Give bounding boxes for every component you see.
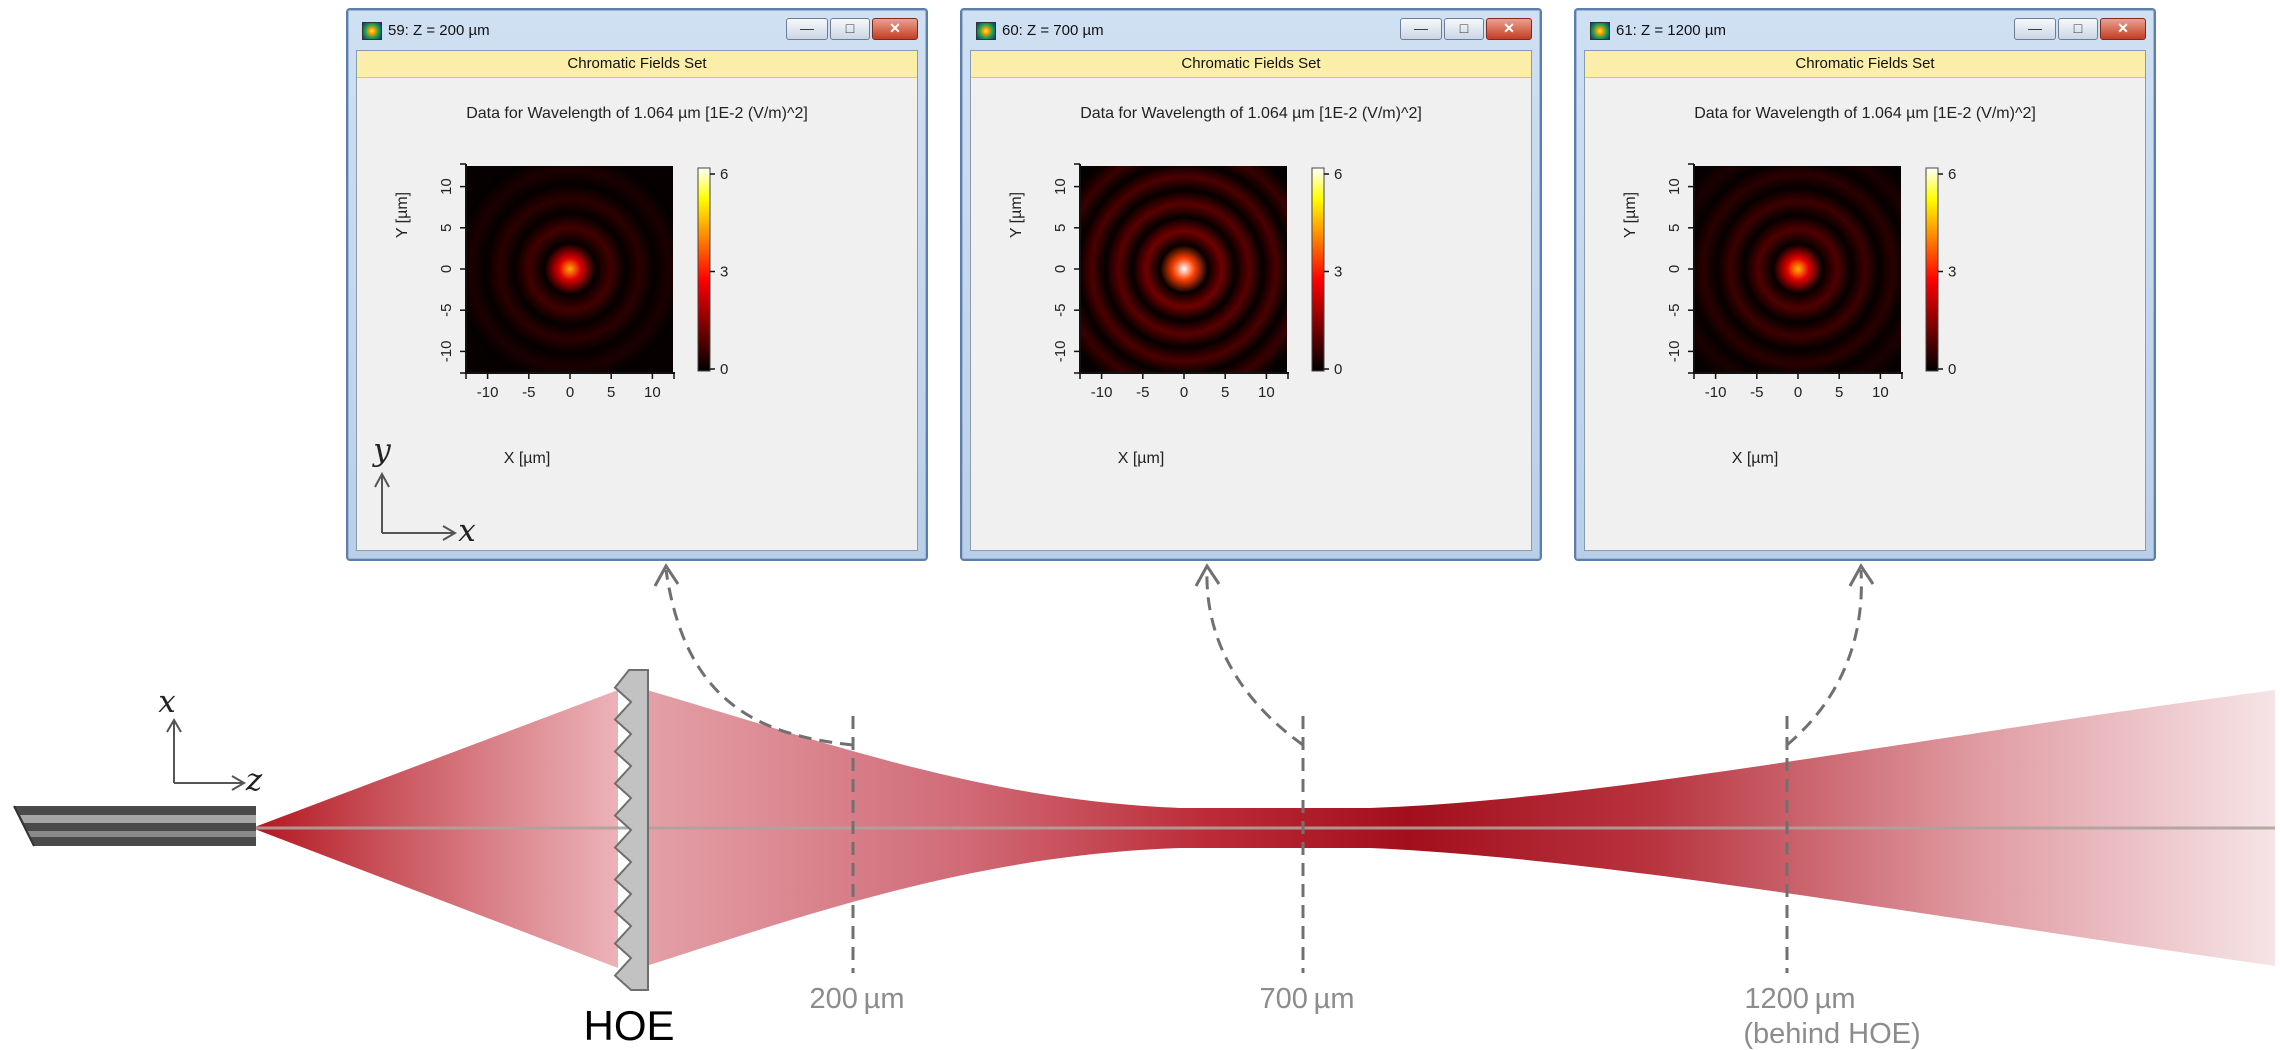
plane-sublabel-1200: (behind HOE) — [1743, 1018, 1920, 1050]
close-button[interactable]: ✕ — [2100, 18, 2146, 40]
colorbar-tick-label: 3 — [1334, 264, 1342, 281]
x-tick-label: 10 — [1258, 384, 1275, 401]
plane-label-1200: 1200 µm — [1744, 983, 1855, 1015]
window-title: 60: Z = 700 µm — [1002, 22, 1104, 39]
x-tick-label: 10 — [1872, 384, 1889, 401]
window-band-title: Chromatic Fields Set — [971, 51, 1531, 78]
colorbar-tick-label: 0 — [1334, 361, 1342, 378]
setup-coordinate-axes — [166, 718, 246, 791]
field-plot: -10 -5 0 5 10 -10 -5 0 5 10 0 3 6 X [µm] Y [µm] y x — [371, 163, 728, 549]
colorbar-tick-label: 6 — [1948, 166, 1956, 183]
x-tick-label: -10 — [1705, 384, 1727, 401]
close-button[interactable]: ✕ — [872, 18, 918, 40]
y-tick-label: 0 — [1052, 265, 1069, 273]
x-tick-label: 0 — [1794, 384, 1802, 401]
plot-caption: Data for Wavelength of 1.064 µm [1E-2 (V… — [1080, 105, 1422, 122]
window-content: Chromatic Fields Set Data for Wavelength… — [356, 50, 918, 551]
y-tick-label: -10 — [438, 341, 455, 363]
y-tick-label: 10 — [1666, 178, 1683, 195]
colorbar-tick-label: 3 — [720, 264, 728, 281]
x-tick-label: -10 — [477, 384, 499, 401]
colorbar-tick-label: 0 — [1948, 361, 1956, 378]
y-tick-label: -10 — [1052, 341, 1069, 363]
plot-caption: Data for Wavelength of 1.064 µm [1E-2 (V… — [1694, 105, 2036, 122]
colorbar — [1311, 167, 1325, 372]
optical-fiber — [13, 805, 256, 847]
setup-axis-z-label: z — [245, 762, 263, 798]
window-band-title: Chromatic Fields Set — [1585, 51, 2145, 78]
x-tick-label: 5 — [607, 384, 615, 401]
minimize-button[interactable]: — — [1400, 18, 1442, 40]
field-intensity-image — [467, 166, 673, 372]
window-app-icon — [362, 22, 382, 40]
y-tick-label: 0 — [1666, 265, 1683, 273]
y-tick-label: 5 — [438, 224, 455, 232]
x-tick-label: -5 — [522, 384, 535, 401]
y-tick-label: -10 — [1666, 341, 1683, 363]
plane-marker-200 — [653, 563, 855, 973]
window-content: Chromatic Fields Set Data for Wavelength… — [1584, 50, 2146, 551]
setup-axis-x-label: x — [158, 684, 176, 720]
plane-label-200: 200 µm — [809, 983, 904, 1015]
field-plot: -10 -5 0 5 10 -10 -5 0 5 10 0 3 6 X [µm] Y [µm] — [1008, 163, 1342, 467]
x-tick-label: 10 — [644, 384, 661, 401]
plane-label-700: 700 µm — [1259, 983, 1354, 1015]
window-title: 61: Z = 1200 µm — [1616, 22, 1726, 39]
window-app-icon — [1590, 22, 1610, 40]
maximize-button[interactable]: □ — [2058, 18, 2098, 40]
field-intensity-image — [1695, 166, 1901, 372]
y-axis-label: Y [µm] — [1008, 192, 1025, 238]
hoe-label: HOE — [583, 1002, 674, 1049]
minimize-button[interactable]: — — [2014, 18, 2056, 40]
window-content: Chromatic Fields Set Data for Wavelength… — [970, 50, 1532, 551]
colorbar — [1925, 167, 1939, 372]
plane-marker-1200 — [1785, 563, 1875, 973]
y-tick-label: -5 — [438, 304, 455, 317]
window-coordinate-axes — [374, 471, 457, 541]
y-axis-label: Y [µm] — [394, 192, 411, 238]
colorbar-tick-label: 6 — [1334, 166, 1342, 183]
window-axis-y-label: y — [371, 432, 391, 468]
y-tick-label: 0 — [438, 265, 455, 273]
x-tick-label: -5 — [1136, 384, 1149, 401]
x-tick-label: -10 — [1091, 384, 1113, 401]
x-tick-label: 0 — [1180, 384, 1188, 401]
colorbar — [697, 167, 711, 372]
minimize-button[interactable]: — — [786, 18, 828, 40]
x-axis-label: X [µm] — [1732, 450, 1779, 467]
y-tick-label: 5 — [1666, 224, 1683, 232]
x-tick-label: 5 — [1221, 384, 1229, 401]
maximize-button[interactable]: □ — [1444, 18, 1484, 40]
field-window-z200[interactable]: 59: Z = 200 µm — □ ✕ Chromatic Fields Se… — [346, 8, 928, 561]
x-axis-label: X [µm] — [504, 450, 551, 467]
window-axis-x-label: x — [458, 513, 476, 549]
field-window-z700[interactable]: 60: Z = 700 µm — □ ✕ Chromatic Fields Se… — [960, 8, 1542, 561]
plot-caption: Data for Wavelength of 1.064 µm [1E-2 (V… — [466, 105, 808, 122]
window-app-icon — [976, 22, 996, 40]
x-axis-label: X [µm] — [1118, 450, 1165, 467]
window-band-title: Chromatic Fields Set — [357, 51, 917, 78]
field-plot: -10 -5 0 5 10 -10 -5 0 5 10 0 3 6 X [µm] Y [µm] — [1622, 163, 1956, 467]
colorbar-tick-label: 3 — [1948, 264, 1956, 281]
field-window-z1200[interactable]: 61: Z = 1200 µm — □ ✕ Chromatic Fields S… — [1574, 8, 2156, 561]
x-tick-label: 0 — [566, 384, 574, 401]
y-tick-label: -5 — [1052, 304, 1069, 317]
y-tick-label: -5 — [1666, 304, 1683, 317]
field-intensity-image — [1081, 166, 1287, 372]
colorbar-tick-label: 0 — [720, 361, 728, 378]
x-tick-label: 5 — [1835, 384, 1843, 401]
y-tick-label: 10 — [1052, 178, 1069, 195]
y-tick-label: 10 — [438, 178, 455, 195]
colorbar-tick-label: 6 — [720, 166, 728, 183]
close-button[interactable]: ✕ — [1486, 18, 1532, 40]
plane-marker-700 — [1194, 563, 1305, 973]
maximize-button[interactable]: □ — [830, 18, 870, 40]
y-tick-label: 5 — [1052, 224, 1069, 232]
x-tick-label: -5 — [1750, 384, 1763, 401]
hoe-element — [613, 669, 649, 991]
y-axis-label: Y [µm] — [1622, 192, 1639, 238]
window-title: 59: Z = 200 µm — [388, 22, 490, 39]
